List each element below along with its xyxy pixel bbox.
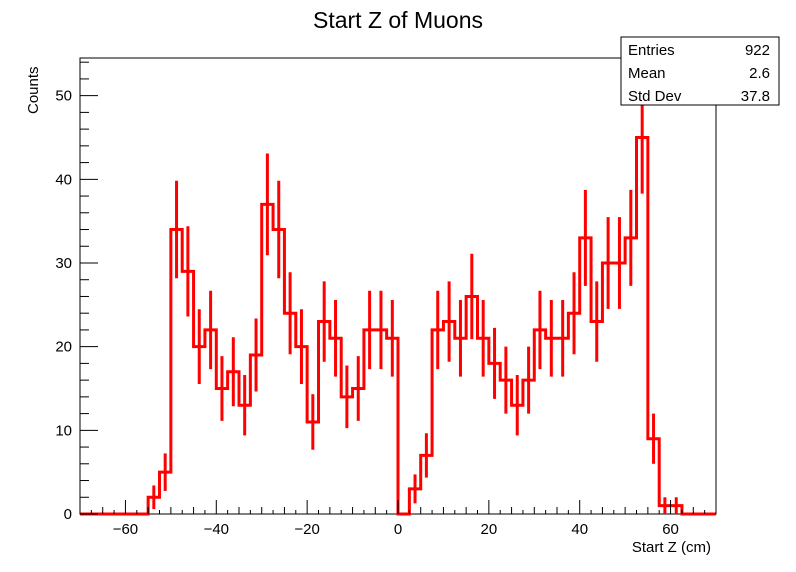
stats-value: 37.8 — [741, 88, 770, 105]
y-tick-label: 10 — [55, 422, 72, 439]
stats-value: 922 — [745, 42, 770, 59]
stats-box-frame — [620, 36, 780, 106]
stats-label: Mean — [628, 65, 666, 82]
y-axis: 0 10 20 30 40 50 — [55, 61, 98, 523]
x-tick-label: 0 — [394, 521, 402, 538]
y-tick-label: 40 — [55, 171, 72, 188]
stats-label: Std Dev — [628, 88, 682, 105]
y-axis-label: Counts — [25, 66, 42, 114]
x-tick-label: 60 — [662, 521, 679, 538]
stats-box: Entries 922 Mean 2.6 Std Dev 37.8 — [620, 36, 780, 106]
y-tick-label: 30 — [55, 255, 72, 272]
x-axis: −60 −40 −20 0 20 40 60 — [79, 500, 717, 538]
histogram-bins — [80, 81, 716, 516]
stats-label: Entries — [628, 42, 675, 59]
x-axis-label: Start Z (cm) — [632, 539, 711, 556]
x-tick-label: −20 — [294, 521, 319, 538]
x-tick-label: 40 — [571, 521, 588, 538]
stats-value: 2.6 — [749, 65, 770, 82]
y-tick-label: 0 — [64, 506, 72, 523]
x-tick-label: −60 — [113, 521, 138, 538]
y-tick-label: 20 — [55, 339, 72, 356]
x-tick-label: −40 — [204, 521, 229, 538]
chart-title: Start Z of Muons — [313, 7, 483, 33]
x-tick-label: 20 — [481, 521, 498, 538]
y-tick-label: 50 — [55, 88, 72, 105]
